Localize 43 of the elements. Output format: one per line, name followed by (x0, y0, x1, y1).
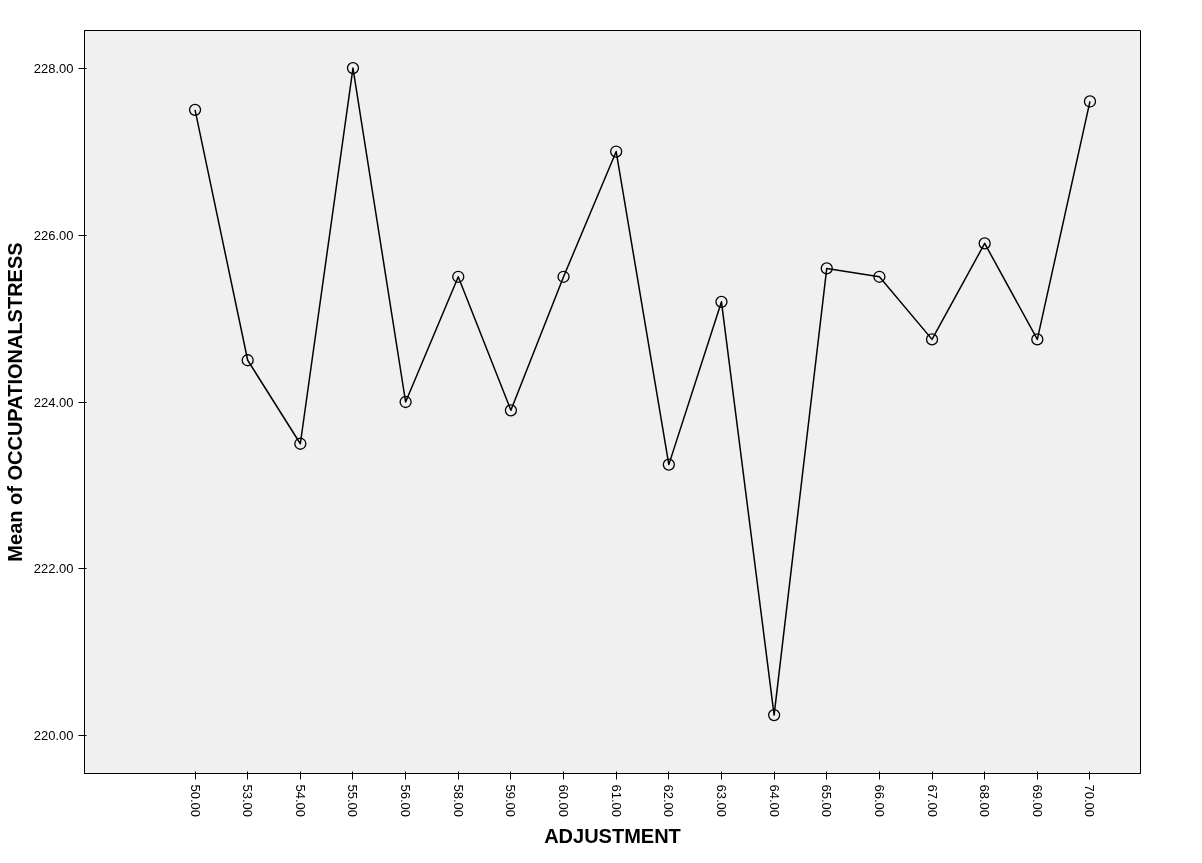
x-tick-label: 50.00 (187, 784, 203, 818)
point (662, 458, 675, 471)
x-tick-label: 54.00 (292, 784, 308, 818)
x-tick-label: 55.00 (345, 784, 361, 818)
x-tick-label: 61.00 (608, 784, 624, 818)
y-tick-label: 222.00 (33, 561, 74, 577)
point (610, 145, 623, 158)
point (1083, 95, 1097, 108)
point (294, 437, 307, 450)
point (346, 61, 360, 75)
y-tick-label: 224.00 (33, 394, 74, 410)
x-tick-label: 69.00 (1029, 784, 1045, 818)
point (241, 354, 254, 367)
y-tick-label: 228.00 (33, 60, 74, 76)
point (452, 270, 465, 283)
point (767, 708, 781, 722)
x-tick-label: 67.00 (924, 784, 940, 818)
point (399, 395, 412, 409)
x-tick-label: 56.00 (398, 784, 414, 818)
y-tick-label: 226.00 (33, 227, 74, 243)
x-tick-label: 60.00 (556, 784, 572, 818)
x-tick-label: 63.00 (713, 784, 729, 818)
x-tick-label: 66.00 (871, 784, 887, 818)
point (557, 270, 570, 283)
point (1031, 333, 1044, 346)
x-tick-label: 53.00 (240, 784, 256, 818)
y-axis-title: Mean of OCCUPATIONALSTRESS (3, 242, 26, 562)
x-tick-label: 59.00 (503, 784, 519, 818)
x-tick-label: 65.00 (819, 784, 835, 818)
point (820, 262, 833, 275)
x-tick-label: 68.00 (977, 784, 993, 818)
x-tick-label: 58.00 (450, 784, 466, 818)
x-tick-label: 64.00 (766, 784, 782, 818)
point (925, 333, 939, 346)
point (504, 404, 518, 417)
x-tick-label: 62.00 (661, 784, 677, 818)
point (188, 103, 202, 116)
x-tick-label: 70.00 (1082, 784, 1098, 818)
y-tick-label: 220.00 (33, 728, 74, 744)
point (978, 237, 991, 250)
point (873, 270, 886, 283)
x-axis-title: ADJUSTMENT (544, 825, 681, 848)
point (715, 295, 728, 308)
